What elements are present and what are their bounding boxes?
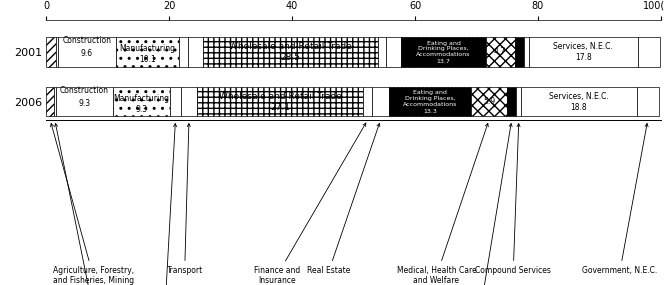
Bar [188, 37, 203, 66]
Text: Education,
Learning Support: Education, Learning Support [446, 124, 513, 285]
Bar [46, 87, 54, 117]
Bar [389, 87, 471, 117]
Bar [179, 37, 188, 66]
Text: 13.3: 13.3 [423, 109, 437, 114]
Bar [386, 37, 402, 66]
Bar [524, 37, 529, 66]
Text: Wholesale and Retail Trade: Wholesale and Retail Trade [229, 42, 352, 51]
Text: Information and
Communications: Information and Communications [133, 124, 197, 285]
Bar [638, 37, 660, 66]
Bar [529, 37, 638, 66]
Text: Government, N.E.C.: Government, N.E.C. [582, 124, 657, 275]
Text: Real Estate: Real Estate [307, 123, 380, 275]
Text: Construction: Construction [60, 86, 109, 95]
Text: 18.8: 18.8 [570, 103, 587, 111]
Text: Wholesale and Retail Trade: Wholesale and Retail Trade [218, 92, 341, 101]
Bar [203, 37, 378, 66]
Bar [116, 37, 179, 66]
Text: Manufacturing: Manufacturing [114, 94, 169, 103]
Text: 17.8: 17.8 [575, 52, 592, 62]
Bar [372, 87, 389, 117]
Text: Transport: Transport [167, 124, 203, 275]
Bar [56, 37, 58, 66]
Text: Services, N.E.C.: Services, N.E.C. [553, 42, 613, 51]
Text: Eating and
Drinking Places,
Accommodations: Eating and Drinking Places, Accommodatio… [403, 90, 457, 107]
Text: 9.6: 9.6 [81, 49, 93, 58]
Bar [402, 37, 485, 66]
Bar [517, 87, 521, 117]
Bar [113, 87, 170, 117]
Text: Compound Services: Compound Services [475, 124, 551, 275]
Bar [170, 87, 181, 117]
Text: 4.7: 4.7 [494, 47, 506, 56]
Text: Finance and
Insurance: Finance and Insurance [254, 123, 366, 285]
Bar [181, 87, 197, 117]
Text: 5.9: 5.9 [483, 97, 495, 106]
Bar [637, 87, 659, 117]
Text: 13.7: 13.7 [437, 59, 450, 64]
Bar [56, 87, 113, 117]
Text: Medical, Health Care
and Welfare: Medical, Health Care and Welfare [396, 123, 488, 285]
Bar [521, 87, 637, 117]
Text: 27.1: 27.1 [270, 103, 290, 111]
Bar [197, 87, 363, 117]
Text: 10.1: 10.1 [139, 55, 156, 64]
Bar [485, 37, 515, 66]
Text: 9.3: 9.3 [78, 99, 90, 108]
Text: 9.3: 9.3 [135, 105, 147, 114]
Bar [471, 87, 507, 117]
Bar [363, 87, 372, 117]
Bar [54, 87, 56, 117]
Text: 28.5: 28.5 [281, 52, 301, 62]
Bar [507, 87, 517, 117]
Text: Electricity, Gas, Heat,
Supply and Water: Electricity, Gas, Heat, Supply and Water [52, 123, 135, 285]
Text: Services, N.E.C.: Services, N.E.C. [549, 92, 609, 101]
Bar [515, 37, 524, 66]
Bar [46, 37, 56, 66]
Text: Eating and
Drinking Places,
Accommodations: Eating and Drinking Places, Accommodatio… [416, 40, 471, 57]
Bar [58, 37, 116, 66]
Text: Manufacturing: Manufacturing [120, 44, 175, 53]
Text: Construction: Construction [62, 36, 112, 45]
Bar [378, 37, 386, 66]
Text: Agriculture, Forestry,
and Fisheries, Mining: Agriculture, Forestry, and Fisheries, Mi… [50, 123, 133, 285]
